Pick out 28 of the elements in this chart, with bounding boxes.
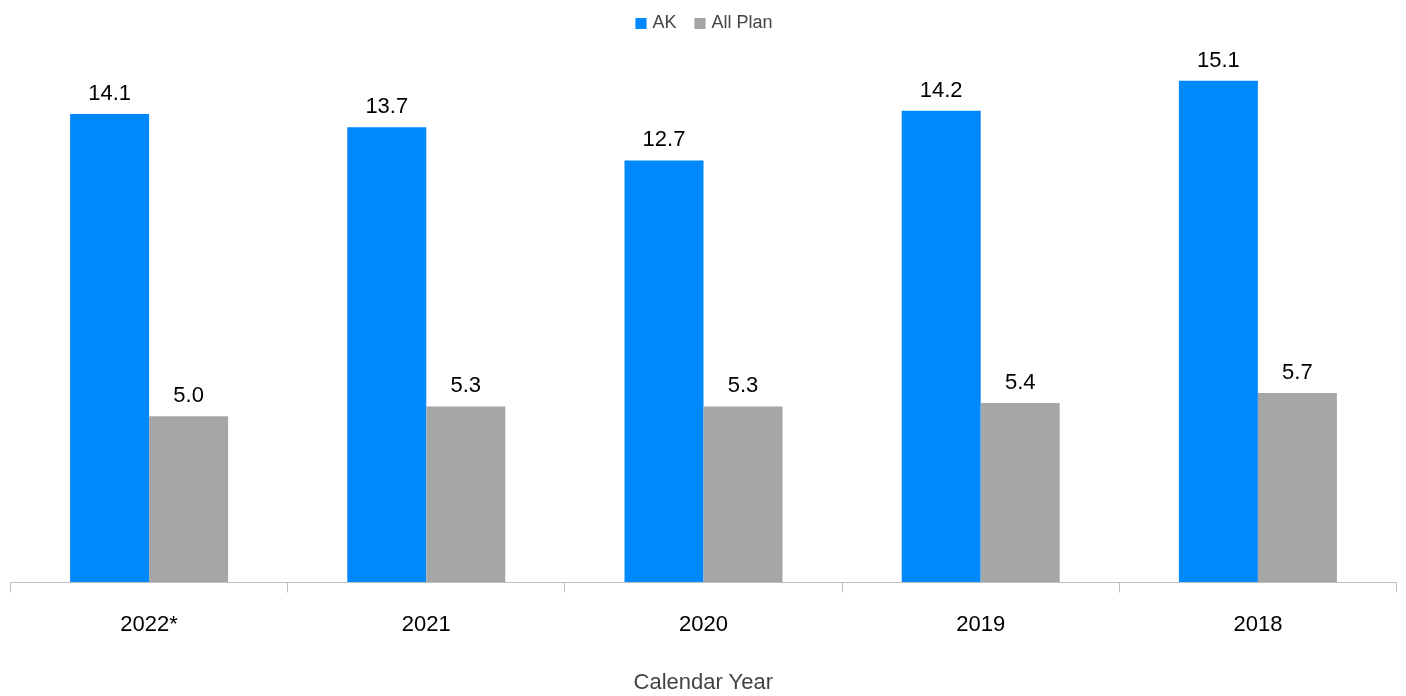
- bar: [703, 406, 783, 583]
- x-tick-label: 2018: [1233, 610, 1283, 636]
- x-axis-title: Calendar Year: [633, 668, 774, 694]
- data-label: 5.3: [450, 372, 482, 398]
- bar: [624, 160, 704, 583]
- data-label: 14.1: [88, 79, 132, 105]
- x-tick-label: 2022*: [120, 610, 179, 636]
- bar: [426, 406, 506, 583]
- bar: [149, 416, 229, 583]
- bar: [347, 127, 427, 583]
- data-label: 14.2: [919, 76, 963, 102]
- bar: [901, 110, 981, 583]
- data-label: 5.0: [173, 382, 204, 408]
- data-label: 5.7: [1282, 359, 1313, 385]
- x-tick-label: 2021: [401, 610, 451, 636]
- bar: [980, 403, 1060, 583]
- x-tick-label: 2019: [956, 610, 1006, 636]
- data-label: 13.7: [365, 93, 409, 119]
- data-label: 12.7: [642, 126, 686, 152]
- legend-label: AK: [652, 12, 677, 33]
- legend-label: All Plan: [711, 12, 773, 33]
- x-tick-label: 2020: [679, 610, 728, 636]
- data-label: 15.1: [1196, 46, 1240, 72]
- bar: [1178, 80, 1258, 583]
- data-label: 5.4: [1004, 369, 1036, 395]
- bar: [70, 113, 150, 583]
- data-label: 5.3: [727, 372, 759, 398]
- bar: [1257, 393, 1337, 583]
